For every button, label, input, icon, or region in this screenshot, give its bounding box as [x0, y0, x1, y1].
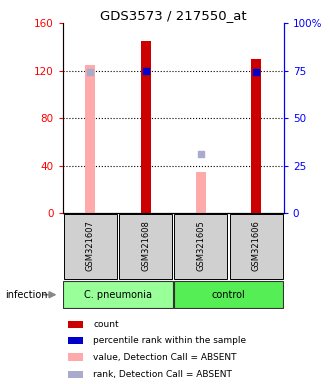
- Bar: [119, 214, 172, 279]
- Text: GSM321608: GSM321608: [141, 220, 150, 271]
- Point: [88, 69, 93, 75]
- Bar: [68, 321, 82, 328]
- Bar: [230, 214, 283, 279]
- Bar: [85, 65, 95, 213]
- Text: control: control: [212, 290, 246, 300]
- Point: [198, 151, 204, 157]
- Text: GSM321606: GSM321606: [252, 220, 261, 271]
- Bar: [196, 172, 206, 213]
- Text: C. pneumonia: C. pneumonia: [84, 290, 152, 300]
- Text: value, Detection Call = ABSENT: value, Detection Call = ABSENT: [93, 353, 237, 361]
- Bar: [174, 214, 227, 279]
- Point: [253, 69, 259, 75]
- Text: count: count: [93, 319, 119, 329]
- Bar: [68, 336, 82, 344]
- Text: infection: infection: [5, 290, 48, 300]
- Bar: [141, 41, 150, 213]
- Bar: [68, 371, 82, 378]
- Bar: [251, 59, 261, 213]
- Point: [143, 68, 148, 74]
- Bar: [174, 281, 283, 308]
- Bar: [68, 353, 82, 361]
- Bar: [63, 281, 173, 308]
- Text: percentile rank within the sample: percentile rank within the sample: [93, 336, 246, 345]
- Title: GDS3573 / 217550_at: GDS3573 / 217550_at: [100, 9, 247, 22]
- Text: rank, Detection Call = ABSENT: rank, Detection Call = ABSENT: [93, 370, 232, 379]
- Bar: [64, 214, 117, 279]
- Text: GSM321607: GSM321607: [86, 220, 95, 271]
- Text: GSM321605: GSM321605: [196, 220, 205, 271]
